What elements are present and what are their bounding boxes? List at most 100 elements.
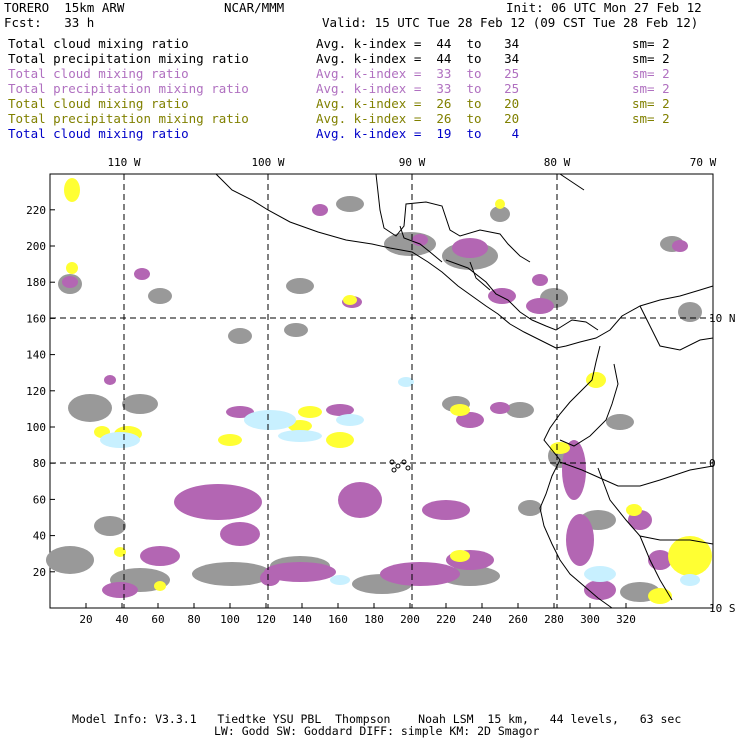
- valid-time: Valid: 15 UTC Tue 28 Feb 12 (09 CST Tue …: [322, 15, 699, 30]
- lon-label-0: 110 W: [107, 156, 140, 169]
- gray-cloud-21: [336, 196, 364, 212]
- lon-label-3: 80 W: [544, 156, 571, 169]
- cyan-cloud-2: [278, 430, 322, 442]
- coastline-10: [639, 535, 673, 601]
- yellow-cloud-16: [66, 262, 78, 274]
- y-tick-label-3: 80: [33, 457, 46, 470]
- gray-cloud-17: [678, 302, 702, 322]
- y-tick-label-10: 220: [26, 204, 46, 217]
- purple-cloud-13: [566, 514, 594, 566]
- yellow-cloud-0: [64, 178, 80, 202]
- gray-cloud-27: [518, 500, 542, 516]
- cyan-cloud-4: [398, 377, 414, 387]
- yellow-cloud-12: [626, 504, 642, 516]
- coastline-1: [375, 173, 531, 263]
- coastline-0: [215, 173, 557, 349]
- legend-range-5: Avg. k-index = 26 to 20: [316, 111, 520, 126]
- coastline-4: [469, 261, 491, 291]
- gray-cloud-10: [384, 232, 436, 256]
- legend-range-0: Avg. k-index = 44 to 34: [316, 36, 520, 51]
- plot-frame: [49, 173, 714, 609]
- y-tick-label-7: 160: [26, 312, 46, 325]
- y-tick-label-9: 200: [26, 240, 46, 253]
- purple-cloud-27: [532, 274, 548, 286]
- gray-cloud-19: [148, 288, 172, 304]
- legend-smoothing-2: sm= 2: [632, 66, 670, 81]
- cyan-cloud-6: [680, 574, 700, 586]
- lat-label-0: 10 N: [709, 312, 736, 325]
- coastline-11: [639, 305, 714, 351]
- legend-range-4: Avg. k-index = 26 to 20: [316, 96, 520, 111]
- yellow-cloud-15: [114, 547, 126, 557]
- lon-label-2: 90 W: [399, 156, 426, 169]
- purple-cloud-10: [488, 288, 516, 304]
- legend-field-3: Total precipitation mixing ratio: [8, 81, 249, 96]
- x-tick-label-2: 60: [151, 613, 164, 626]
- gray-cloud-8: [286, 278, 314, 294]
- yellow-cloud-8: [586, 372, 606, 388]
- coastline-9: [597, 467, 714, 545]
- x-tick-label-0: 20: [79, 613, 92, 626]
- yellow-cloud-11: [648, 588, 672, 604]
- axis-ticks: [50, 209, 627, 608]
- purple-cloud-12: [562, 440, 586, 500]
- legend-smoothing-3: sm= 2: [632, 81, 670, 96]
- galapagos-island-1: [395, 463, 401, 469]
- y-tick-label-5: 120: [26, 385, 46, 398]
- purple-cloud-5: [264, 562, 336, 582]
- cyan-cloud-1: [244, 410, 296, 430]
- gray-cloud-14: [606, 414, 634, 430]
- purple-cloud-29: [260, 570, 280, 586]
- y-tick-label-1: 40: [33, 530, 46, 543]
- legend-field-4: Total cloud mixing ratio: [8, 96, 189, 111]
- legend-range-2: Avg. k-index = 33 to 25: [316, 66, 520, 81]
- gray-cloud-0: [68, 394, 112, 422]
- galapagos-island-3: [391, 467, 397, 473]
- x-tick-label-10: 220: [436, 613, 456, 626]
- x-tick-label-12: 260: [508, 613, 528, 626]
- coastlines: [215, 173, 714, 609]
- x-tick-label-14: 300: [580, 613, 600, 626]
- purple-cloud-3: [140, 546, 180, 566]
- purple-cloud-1: [220, 522, 260, 546]
- purple-cloud-25: [672, 240, 688, 252]
- model-info-line2: LW: Godd SW: Goddard DIFF: simple KM: 2D…: [214, 724, 540, 738]
- gray-cloud-26: [94, 516, 126, 536]
- lat-lon-grid: [50, 174, 713, 608]
- galapagos-island-2: [401, 459, 407, 465]
- purple-cloud-16: [648, 550, 672, 570]
- purple-cloud-28: [422, 500, 470, 520]
- purple-cloud-23: [490, 402, 510, 414]
- axis-labels: 20 40 60 80 100 120 140 160 180 200 220 240 260 280 30…: [26, 156, 735, 626]
- yellow-cloud-18: [495, 199, 505, 209]
- purple-cloud-11: [526, 298, 554, 314]
- yellow-cloud-17: [343, 295, 357, 305]
- legend-field-0: Total cloud mixing ratio: [8, 36, 189, 51]
- yellow-cloud-14: [154, 581, 166, 591]
- y-tick-label-6: 140: [26, 349, 46, 362]
- legend-field-5: Total precipitation mixing ratio: [8, 111, 249, 126]
- coastline-5: [555, 285, 714, 349]
- purple-cloud-21: [326, 404, 354, 416]
- purple-cloud-18: [62, 276, 78, 288]
- gray-cloud-1: [122, 394, 158, 414]
- yellow-cloud-9: [550, 442, 570, 454]
- yellow-cloud-10: [668, 536, 712, 576]
- x-tick-label-11: 240: [472, 613, 492, 626]
- legend-field-6: Total cloud mixing ratio: [8, 126, 189, 141]
- purple-cloud-26: [312, 204, 328, 216]
- x-tick-label-3: 80: [187, 613, 200, 626]
- y-tick-label-0: 20: [33, 566, 46, 579]
- purple-cloud-24: [104, 375, 116, 385]
- forecast-hour: Fcst: 33 h: [4, 15, 95, 30]
- galapagos-island-0: [389, 459, 395, 465]
- coastline-8: [559, 461, 714, 487]
- center-name: NCAR/MMM: [224, 0, 285, 15]
- yellow-cloud-5: [326, 432, 354, 448]
- cyan-cloud-5: [584, 566, 616, 582]
- y-tick-label-4: 100: [26, 421, 46, 434]
- gray-cloud-20: [228, 328, 252, 344]
- legend-range-1: Avg. k-index = 44 to 34: [316, 51, 520, 66]
- purple-cloud-4: [102, 582, 138, 598]
- x-tick-label-9: 200: [400, 613, 420, 626]
